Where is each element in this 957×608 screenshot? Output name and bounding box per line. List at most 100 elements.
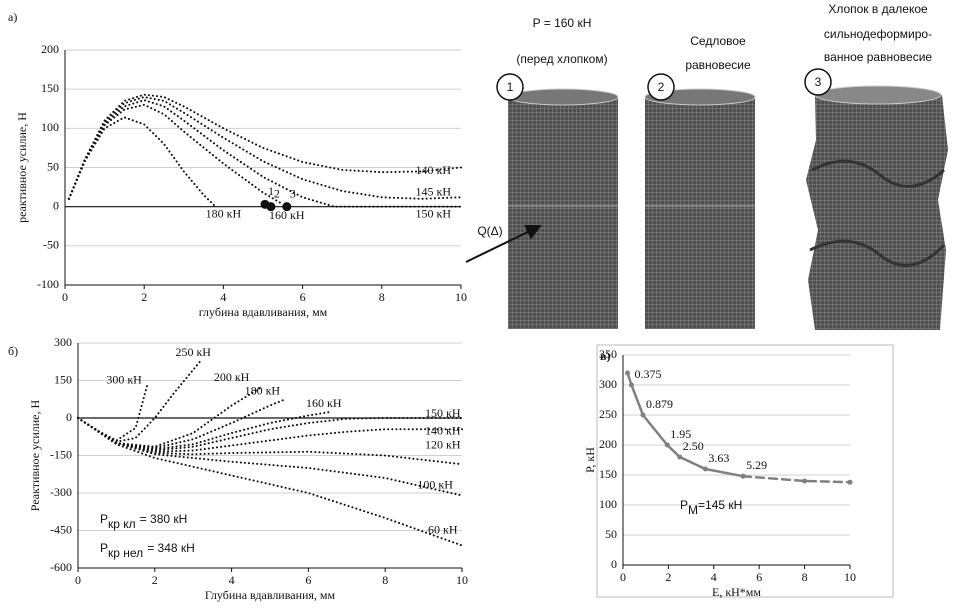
cylinder-1 [508,89,618,329]
annotation: Pкр кл = 380 кН [100,512,187,531]
x-tick-label: 6 [305,573,311,587]
annotation: Pкр нел = 348 кН [100,541,195,560]
x-tick-label: 4 [220,290,226,304]
series-label: 300 кН [106,372,142,386]
data-line [69,97,461,199]
x-axis-label: глубина вдавливания, мм [199,305,328,319]
series-label: 140 кН [425,424,461,438]
data-point [802,479,807,484]
caption: Седловое [690,34,746,48]
series-label: 180 кН [206,206,242,220]
y-tick-label: -100 [37,277,59,291]
x-tick-label: 6 [300,290,306,304]
arrow-label: Q(Δ) [477,224,502,238]
x-tick-label: 4 [711,570,717,584]
data-point [640,413,645,418]
annotation-subscript: кр кл [108,517,136,531]
x-tick-label: 8 [382,573,388,587]
series-label: 160 кН [306,396,342,410]
annotation-value: =145 кН [698,498,742,512]
data-line [69,100,461,207]
annotation-value: = 380 кН [140,512,188,526]
data-line [69,95,461,199]
series-label: 250 кН [175,345,211,359]
y-tick-label: 350 [599,347,617,361]
circled-number: 1 [507,80,514,94]
y-tick-label: 50 [47,159,59,173]
y-tick-label: -600 [50,560,72,574]
y-tick-label: 100 [41,120,59,134]
caption: равновесие [685,58,751,72]
point-label: 2.50 [683,439,704,453]
data-line [69,117,216,206]
point-label: 0.879 [646,397,673,411]
y-axis-label: Реактивное усилие, Н [28,399,42,511]
annotation-symbol: P [100,541,108,555]
marker-point [266,202,275,211]
series-label: 145 кН [416,184,452,198]
series-label: 120 кН [425,437,461,451]
series-label: 100 кН [417,477,453,491]
data-line [78,399,285,448]
y-tick-label: -300 [50,485,72,499]
data-line [78,387,262,447]
data-point [625,371,630,376]
y-tick-label: 0 [66,410,72,424]
data-point [629,383,634,388]
data-point [703,467,708,472]
x-tick-label: 8 [379,290,385,304]
x-tick-label: 10 [844,570,856,584]
y-tick-label: 150 [41,81,59,95]
marker-label: 3 [290,186,296,200]
x-tick-label: 0 [620,570,626,584]
y-tick-label: 0 [53,198,59,212]
cylinder-3 [806,86,948,330]
marker-label: 2 [274,186,280,200]
annotation-value: = 348 кН [147,541,195,555]
y-tick-label: -50 [43,238,59,252]
panel-label: а) [8,10,17,24]
y-tick-label: 150 [599,467,617,481]
x-tick-label: 4 [229,573,235,587]
x-axis-label: E, кН*мм [712,585,761,599]
series-label: 200 кН [214,370,250,384]
caption: сильнодеформиро- [824,27,932,41]
series-label: 180 кН [245,384,281,398]
x-tick-label: 10 [455,290,467,304]
data-line [78,418,462,452]
chart-frame [597,345,893,597]
circled-number: 3 [815,75,822,89]
annotation-symbol: P [100,512,108,526]
marker-point [282,202,291,211]
y-tick-label: -150 [50,447,72,461]
x-axis-label: Глубина вдавливания, мм [205,588,336,602]
annotation-subscript: М [688,503,698,517]
data-point [741,474,746,479]
series-label: 150 кН [425,406,461,420]
figure: а)б)в)P = 160 кН(перед хлопком)Седловоер… [0,0,957,608]
point-label: 5.29 [746,458,767,472]
data-point [665,443,670,448]
annotation-symbol: P [680,498,688,512]
y-tick-label: 50 [605,527,617,541]
x-tick-label: 2 [152,573,158,587]
x-tick-label: 8 [802,570,808,584]
point-label: 3.63 [708,451,729,465]
data-point [848,480,853,485]
annotation-subscript: кр нел [108,546,143,560]
y-tick-label: 150 [54,372,72,386]
caption: P = 160 кН [533,16,592,30]
data-point [677,455,682,460]
series-label: 60 кН [428,522,458,536]
x-tick-label: 0 [75,573,81,587]
x-tick-label: 2 [665,570,671,584]
y-tick-label: 100 [599,497,617,511]
x-tick-label: 0 [62,290,68,304]
cylinder-2 [645,89,755,329]
x-tick-label: 2 [141,290,147,304]
point-label: 0.375 [635,367,662,381]
x-tick-label: 10 [456,573,468,587]
panel-label: б) [8,344,18,358]
caption: ванное равновесие [824,50,932,64]
series-label: 150 кН [416,206,452,220]
